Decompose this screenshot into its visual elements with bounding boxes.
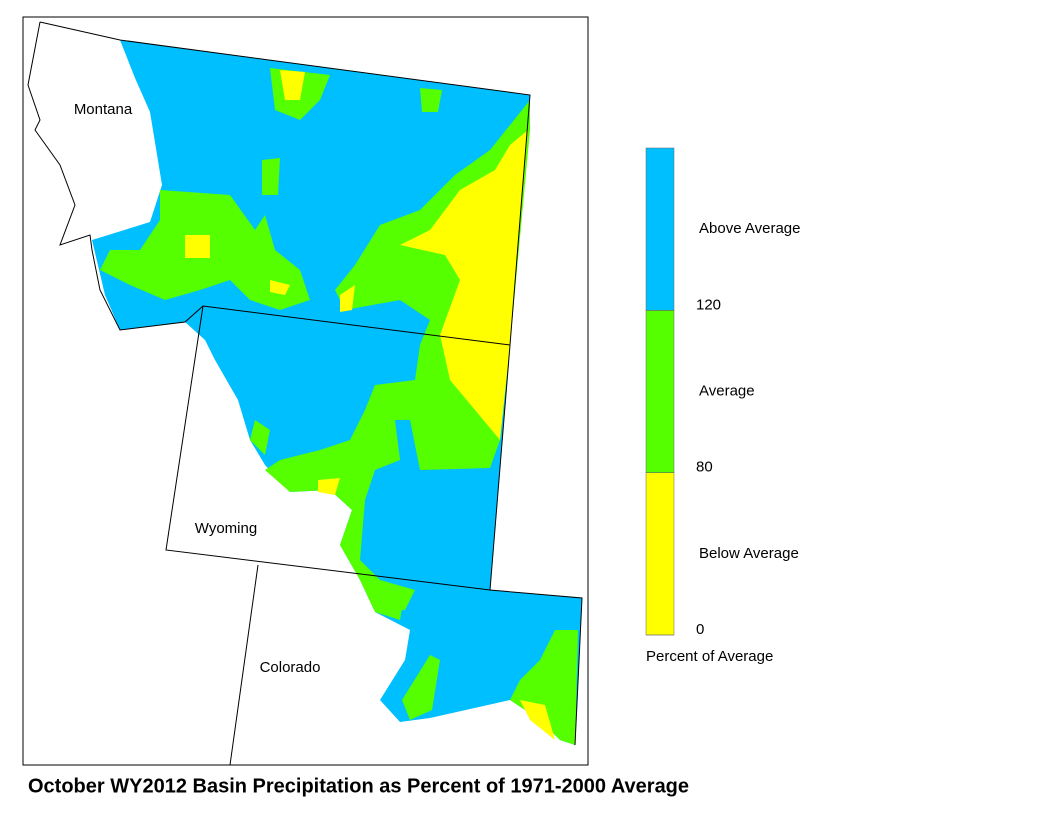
map-frame (22, 16, 589, 766)
map: Montana Wyoming Colorado (22, 16, 589, 766)
state-border (165, 305, 491, 591)
legend-title: Percent of Average (646, 648, 773, 665)
legend-label: Above Average (699, 220, 800, 237)
legend-tick-label: 80 (696, 459, 713, 476)
state-label: Wyoming (195, 520, 257, 537)
state-label: Montana (74, 101, 133, 118)
legend-tick-label: 0 (696, 621, 704, 638)
state-border (229, 564, 259, 766)
region-below (185, 70, 555, 740)
legend-swatch (645, 472, 675, 636)
legend: Percent of Average Below Average Average A… (645, 147, 800, 665)
legend-tick-label: 120 (696, 296, 721, 313)
legend-swatch (645, 147, 675, 311)
map-title: October WY2012 Basin Precipitation as Pe… (28, 775, 689, 797)
legend-swatch (645, 310, 675, 473)
state-label: Colorado (260, 659, 321, 676)
legend-label: Average (699, 382, 755, 399)
state-border (27, 21, 511, 346)
legend-label: Below Average (699, 545, 799, 562)
